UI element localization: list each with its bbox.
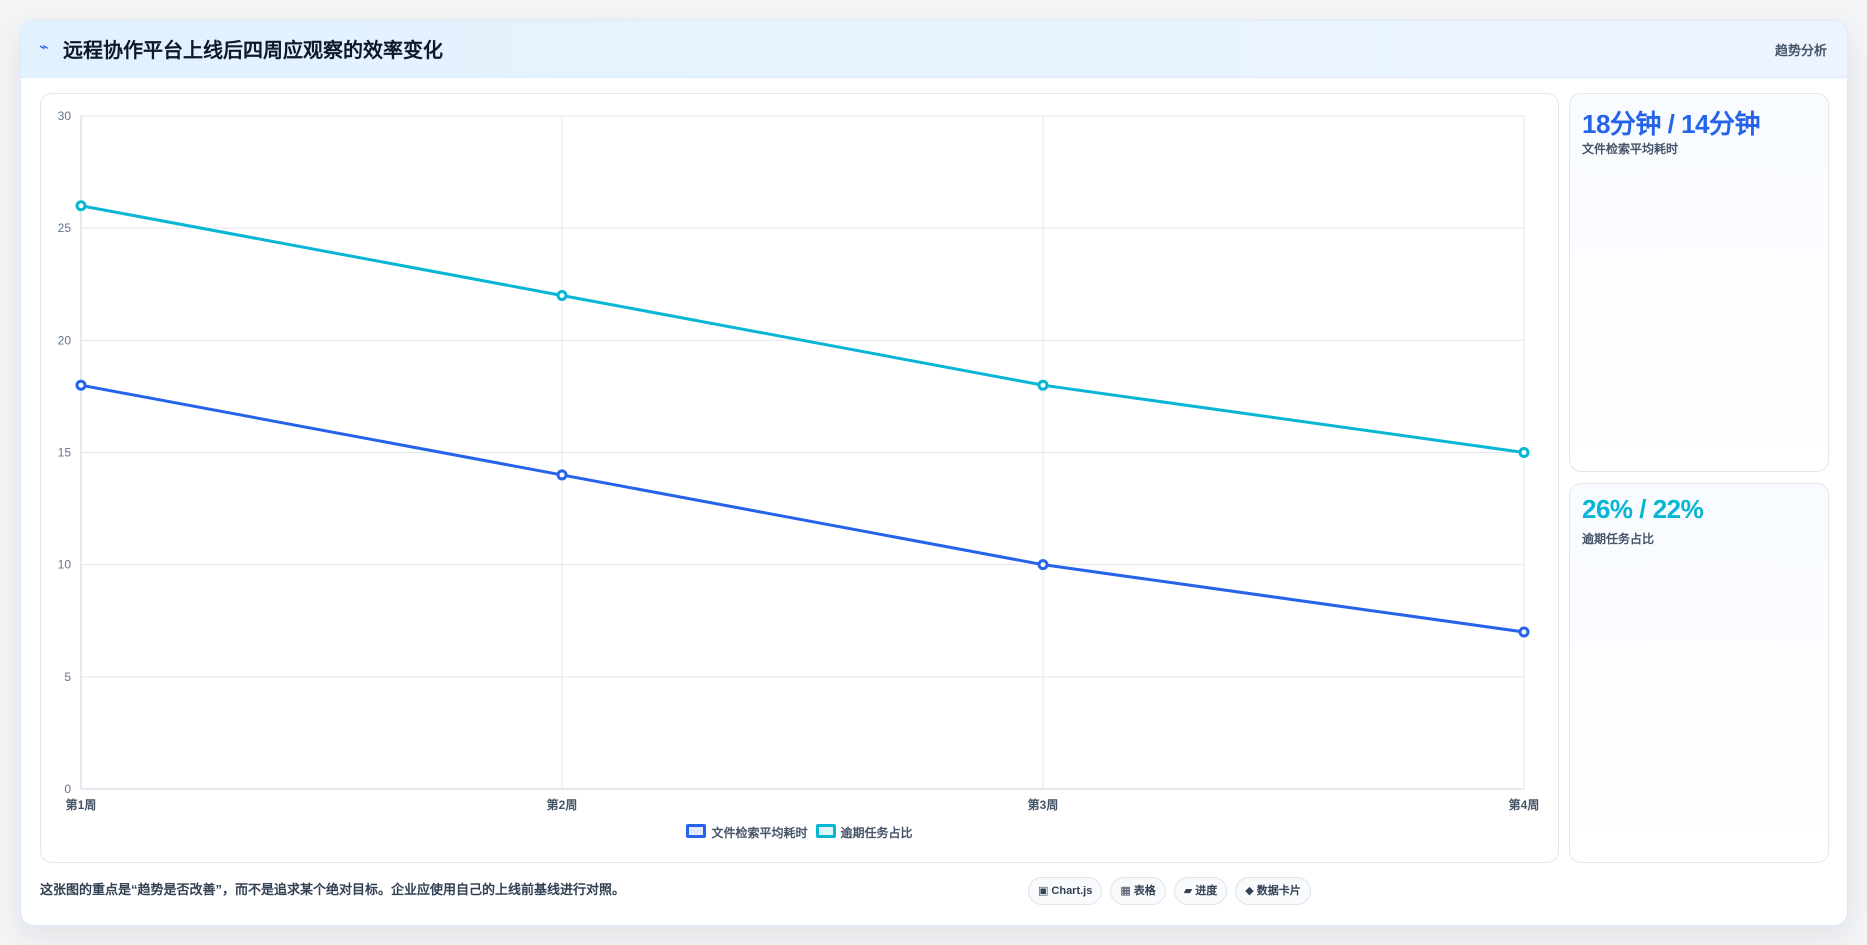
kpi-value: 26% / 22% (1582, 494, 1704, 524)
progress-icon: ▰ (1183, 885, 1193, 897)
badge-label: 进度 (1195, 885, 1218, 897)
badge-data-card: ◆ 数据卡片 (1235, 877, 1311, 905)
footnote: 这张图的重点是“趋势是否改善”，而不是追求某个绝对目标。企业应使用自己的上线前基… (40, 882, 626, 897)
data-point (556, 289, 568, 301)
kpi-label: 文件检索平均耗时 (1582, 142, 1679, 156)
section-tag: 趋势分析 (1774, 43, 1827, 58)
data-point (1518, 447, 1530, 458)
legend-item[interactable]: 逾期任务占比 (815, 824, 913, 841)
legend-label: 逾期任务占比 (840, 826, 913, 840)
badge-label: 数据卡片 (1256, 885, 1301, 897)
legend-swatch (686, 824, 707, 838)
kpi-card-overdue: 26% / 22% 逾期任务占比 (1569, 483, 1829, 863)
x-tick-label: 第2周 (547, 797, 578, 812)
dashboard-card: ⌁ 远程协作平台上线后四周应观察的效率变化 趋势分析 0 5 10 15 20 25 30 第… (20, 20, 1848, 926)
y-tick-label: 30 (58, 109, 72, 123)
kpi-label: 逾期任务占比 (1582, 532, 1655, 546)
y-tick-label: 25 (58, 221, 72, 235)
line-chart: 0 5 10 15 20 25 30 第1周 第2周 第3周 第4周 (58, 109, 1540, 812)
chart-legend: 文件检索平均耗时 逾期任务占比 (41, 824, 1558, 841)
card-icon: ◆ (1245, 885, 1254, 897)
x-tick-label: 第3周 (1028, 797, 1059, 812)
badge-chartjs: ▣ Chart.js (1028, 877, 1103, 905)
data-point (1037, 559, 1049, 571)
y-tick-label: 5 (64, 670, 71, 684)
data-point (75, 379, 87, 391)
data-point (75, 200, 87, 212)
data-point (1037, 379, 1049, 391)
badge-table: ▦ 表格 (1110, 877, 1166, 905)
data-point (1518, 626, 1530, 638)
y-tick-label: 10 (58, 558, 72, 572)
kpi-value: 18分钟 / 14分钟 (1582, 109, 1761, 139)
y-tick-label: 15 (58, 446, 72, 460)
series-line (80, 204, 1525, 454)
badge-label: Chart.js (1051, 885, 1093, 897)
y-tick-label: 0 (64, 782, 71, 796)
series-line (80, 383, 1525, 634)
legend-swatch (815, 824, 836, 838)
table-icon: ▦ (1120, 885, 1131, 897)
badge-label: 表格 (1133, 885, 1156, 897)
y-tick-label: 20 (58, 333, 72, 347)
x-tick-label: 第4周 (1509, 797, 1540, 812)
tech-badges: ▣ Chart.js ▦ 表格 ▰ 进度 ◆ 数据卡片 (1028, 877, 1311, 905)
chart-icon: ▣ (1038, 885, 1049, 897)
badge-progress: ▰ 进度 (1173, 877, 1228, 905)
trend-icon: ⌁ (39, 39, 49, 56)
kpi-card-file-search: 18分钟 / 14分钟 文件检索平均耗时 (1569, 93, 1829, 472)
page-title: 远程协作平台上线后四周应观察的效率变化 (63, 40, 443, 62)
data-point (556, 469, 568, 481)
header-bar: ⌁ 远程协作平台上线后四周应观察的效率变化 趋势分析 (21, 21, 1847, 78)
legend-label: 文件检索平均耗时 (711, 826, 808, 840)
x-tick-label: 第1周 (66, 797, 97, 812)
legend-item[interactable]: 文件检索平均耗时 (686, 824, 808, 841)
chart-panel: 0 5 10 15 20 25 30 第1周 第2周 第3周 第4周 文件检索平均耗时 逾期任务占比 (40, 93, 1559, 863)
